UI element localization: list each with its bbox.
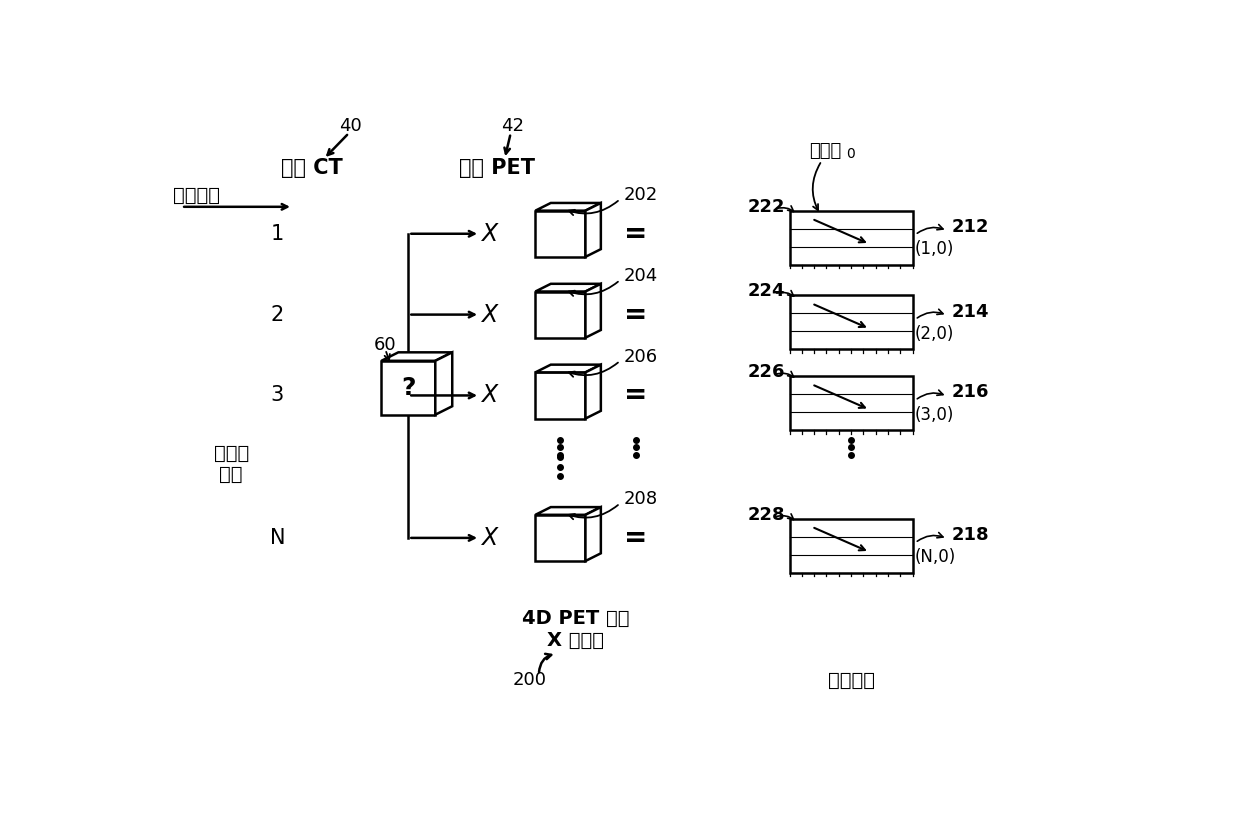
Polygon shape bbox=[435, 352, 453, 415]
Polygon shape bbox=[536, 210, 585, 257]
Text: 4D PET 穦腔: 4D PET 穦腔 bbox=[522, 609, 630, 629]
Polygon shape bbox=[536, 291, 585, 337]
Text: =: = bbox=[624, 219, 647, 248]
Text: 门控 PET: 门控 PET bbox=[459, 158, 534, 178]
Text: 214: 214 bbox=[951, 303, 988, 321]
Text: 耗旋 CT: 耗旋 CT bbox=[281, 158, 343, 178]
Text: 42: 42 bbox=[501, 117, 523, 135]
Text: 208: 208 bbox=[624, 490, 658, 508]
Polygon shape bbox=[382, 352, 453, 361]
Polygon shape bbox=[536, 365, 601, 372]
Text: 206: 206 bbox=[624, 348, 658, 366]
Text: 200: 200 bbox=[512, 672, 547, 690]
Text: (N,0): (N,0) bbox=[915, 549, 956, 567]
Text: 一致性: 一致性 bbox=[808, 143, 841, 160]
Text: 222: 222 bbox=[748, 198, 785, 216]
Polygon shape bbox=[536, 284, 601, 291]
Text: 216: 216 bbox=[951, 384, 988, 402]
Text: X: X bbox=[481, 526, 497, 550]
Text: 0: 0 bbox=[847, 147, 856, 161]
Text: =: = bbox=[624, 524, 647, 552]
Polygon shape bbox=[536, 203, 601, 210]
Polygon shape bbox=[536, 372, 585, 418]
Polygon shape bbox=[585, 203, 601, 257]
Text: 228: 228 bbox=[748, 506, 785, 524]
Polygon shape bbox=[382, 361, 435, 415]
Polygon shape bbox=[536, 507, 601, 515]
Text: 40: 40 bbox=[339, 117, 362, 135]
Text: 参考门控: 参考门控 bbox=[174, 186, 221, 205]
Text: 1: 1 bbox=[270, 224, 284, 243]
Text: N: N bbox=[269, 528, 285, 548]
Polygon shape bbox=[585, 507, 601, 561]
Text: 2: 2 bbox=[270, 304, 284, 324]
Text: (1,0): (1,0) bbox=[915, 240, 955, 258]
Text: =: = bbox=[624, 381, 647, 409]
Text: X 线照相: X 线照相 bbox=[547, 631, 604, 650]
Text: 总数: 总数 bbox=[219, 464, 243, 483]
Polygon shape bbox=[585, 365, 601, 418]
Polygon shape bbox=[585, 284, 601, 337]
Text: 218: 218 bbox=[951, 526, 988, 544]
Text: (2,0): (2,0) bbox=[915, 325, 955, 343]
Text: X: X bbox=[481, 303, 497, 327]
Text: X: X bbox=[481, 222, 497, 246]
Text: 212: 212 bbox=[951, 218, 988, 236]
Text: 60: 60 bbox=[373, 337, 397, 355]
Text: 226: 226 bbox=[748, 363, 785, 381]
Text: (3,0): (3,0) bbox=[915, 406, 955, 424]
Text: 投射行: 投射行 bbox=[213, 444, 249, 463]
Text: 202: 202 bbox=[624, 186, 658, 205]
Text: =: = bbox=[624, 300, 647, 328]
Polygon shape bbox=[536, 515, 585, 561]
Text: X: X bbox=[481, 384, 497, 408]
Polygon shape bbox=[790, 295, 913, 349]
Polygon shape bbox=[790, 519, 913, 573]
Text: 呼吸阶段: 呼吸阶段 bbox=[827, 671, 874, 690]
Text: 224: 224 bbox=[748, 282, 785, 300]
Text: 204: 204 bbox=[624, 267, 658, 285]
Polygon shape bbox=[790, 376, 913, 430]
Text: 3: 3 bbox=[270, 385, 284, 405]
Text: ?: ? bbox=[401, 375, 415, 400]
Polygon shape bbox=[790, 210, 913, 265]
